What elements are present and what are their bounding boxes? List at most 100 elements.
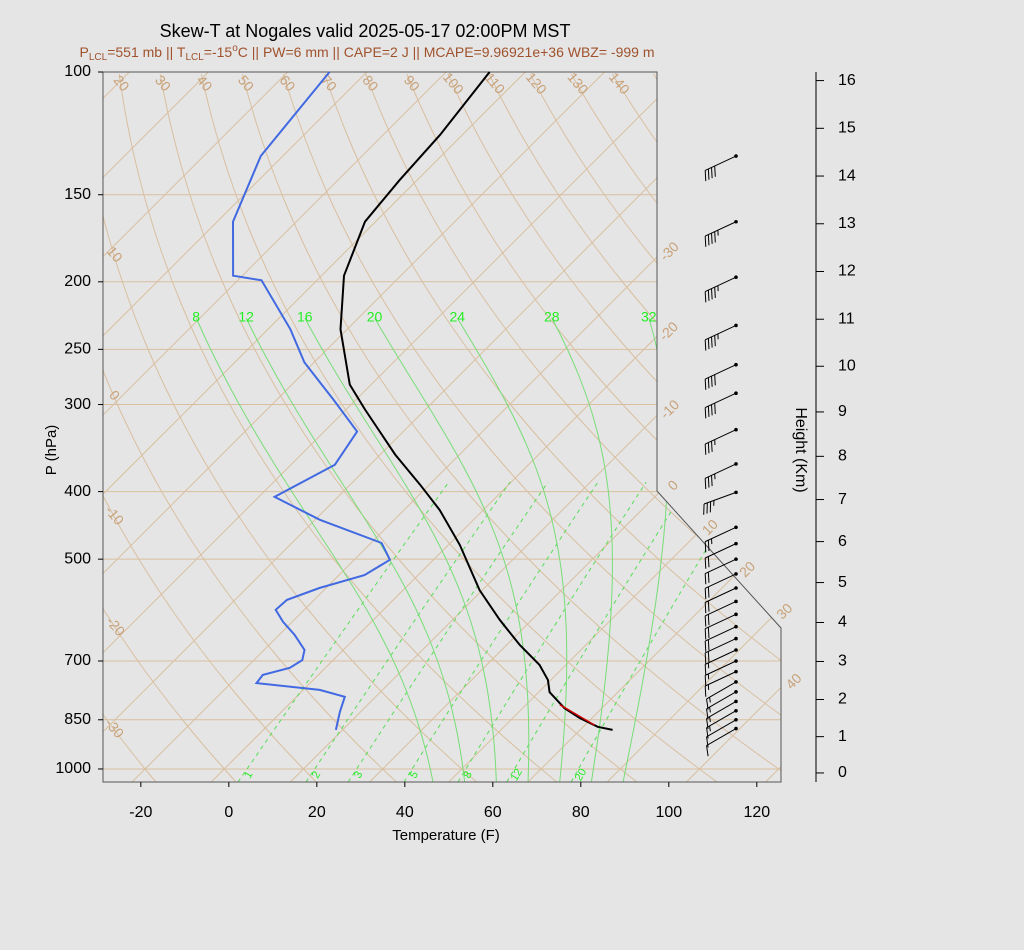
dry-adiabat-label: 50 — [235, 72, 257, 94]
barb-feather — [711, 441, 713, 452]
barb-station — [734, 572, 738, 576]
barb-staff — [704, 660, 737, 676]
profile-line — [231, 71, 392, 731]
barb-staff — [704, 543, 737, 559]
y-tick-label: 700 — [64, 652, 91, 669]
mixing-ratio-label: 12 — [509, 767, 526, 784]
dry-adiabat-label: -20 — [103, 613, 128, 639]
barb-feather — [704, 664, 707, 676]
isotherm — [103, 72, 289, 782]
moist-adiabat — [374, 317, 530, 782]
dry-adiabat-label: 130 — [564, 69, 591, 97]
isotherm — [103, 72, 447, 782]
y-tick-label: 400 — [64, 483, 91, 500]
barb-feather — [706, 736, 709, 748]
isotherm-label: 40 — [782, 670, 804, 692]
wind-barb — [704, 154, 738, 182]
dry-adiabat — [242, 73, 781, 782]
barb-staff — [704, 429, 737, 445]
mixing-ratio-line — [403, 481, 599, 782]
y2-tick-label: 10 — [838, 357, 856, 374]
isotherm — [103, 72, 526, 782]
wind-barb — [706, 726, 738, 757]
barb-staff — [704, 221, 737, 237]
profile-line — [339, 71, 613, 731]
barb-feather — [707, 639, 710, 651]
mixing-ratio-line — [457, 481, 647, 782]
barb-feather — [707, 406, 710, 417]
barb-feather — [704, 588, 707, 600]
moist-adiabat — [456, 317, 568, 782]
y2-tick-label: 14 — [838, 167, 856, 184]
barb-station — [734, 427, 738, 432]
barb-feather — [707, 651, 710, 663]
y2-tick-label: 16 — [838, 72, 856, 89]
x-tick-label: 100 — [655, 804, 682, 821]
moist-adiabat — [245, 317, 466, 782]
isotherm — [131, 72, 781, 782]
y2-tick-label: 15 — [838, 120, 856, 137]
barb-feather — [704, 339, 707, 351]
barb-feather — [711, 336, 713, 348]
subtitle-part: C || PW=6 mm || CAPE=2 J || MCAPE=9.9692… — [238, 44, 655, 60]
barb-station — [734, 219, 738, 224]
barb-feather — [714, 231, 716, 243]
dry-adiabat — [406, 73, 781, 782]
wind-barb — [704, 219, 738, 247]
barb-station — [734, 612, 738, 617]
wind-barb — [704, 612, 738, 640]
mixing-ratio-line — [506, 481, 691, 782]
isotherm-label: -30 — [656, 238, 682, 264]
y2-axis-label: Height (Km) — [792, 407, 809, 492]
dry-adiabat — [103, 73, 317, 782]
barb-feather — [711, 404, 713, 416]
y-tick-label: 250 — [64, 341, 91, 358]
wind-barb — [704, 427, 738, 455]
barb-feather — [707, 572, 710, 583]
y2-tick-label: 11 — [838, 310, 855, 327]
barb-feather — [711, 475, 713, 487]
barb-station — [734, 680, 738, 684]
y-tick-label: 300 — [64, 396, 91, 413]
barb-feather — [704, 652, 707, 664]
barb-feather — [714, 374, 716, 386]
barb-station — [734, 323, 738, 328]
wind-barb — [706, 680, 738, 710]
y2-tick-label: 8 — [838, 448, 847, 465]
barb-feather — [714, 403, 716, 414]
barb-staff — [704, 649, 737, 665]
barb-station — [734, 690, 738, 694]
moist-adiabat — [622, 317, 669, 782]
barb-staff — [706, 691, 737, 710]
barb-station — [734, 391, 738, 396]
barb-station — [734, 726, 738, 731]
barb-feather — [707, 627, 710, 639]
barb-staff — [704, 276, 737, 293]
isotherm — [103, 72, 764, 782]
moist-adiabat-label: 8 — [192, 309, 200, 325]
barb-feather — [711, 288, 713, 300]
barb-staff — [704, 671, 737, 687]
moist-adiabat-label: 24 — [449, 309, 465, 325]
y-tick-label: 850 — [64, 711, 91, 728]
dry-adiabat — [159, 73, 638, 782]
x-tick-label: 60 — [484, 804, 502, 821]
wind-barb — [706, 708, 738, 739]
barb-station — [734, 362, 738, 367]
barb-staff — [706, 681, 737, 700]
dry-adiabat — [103, 73, 237, 782]
moist-adiabat — [304, 317, 497, 782]
subtitle-part: =-15 — [204, 44, 233, 60]
x-tick-label: 40 — [396, 804, 414, 821]
moist-adiabat-label: 28 — [544, 309, 560, 325]
x-tick-label: 20 — [308, 804, 326, 821]
barb-station — [734, 490, 738, 495]
x-tick-label: 120 — [743, 804, 770, 821]
mixing-ratio-label: 2 — [310, 769, 323, 780]
barb-feather — [707, 614, 710, 626]
y2-tick-label: 3 — [838, 653, 847, 670]
barb-staff — [706, 719, 737, 738]
isotherm — [448, 72, 781, 782]
chart-subtitle: PLCL=551 mb || TLCL=-15oC || PW=6 mm || … — [80, 43, 655, 63]
